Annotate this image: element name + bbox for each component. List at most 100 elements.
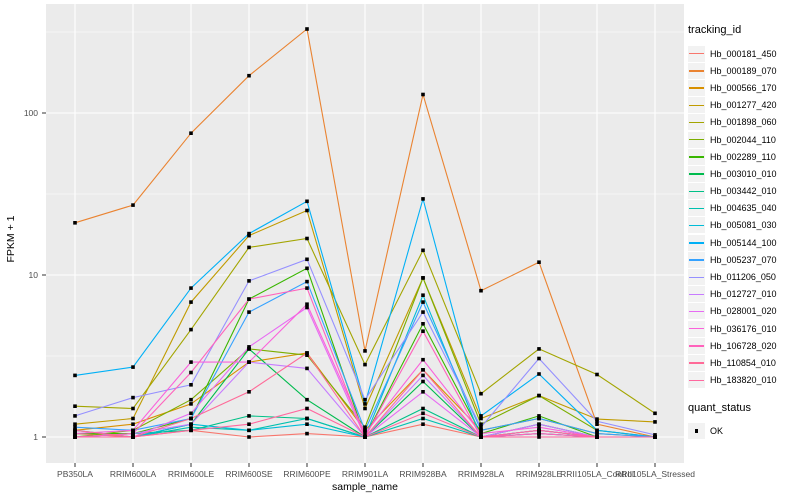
data-point xyxy=(479,435,483,439)
line-swatch-icon xyxy=(689,190,704,192)
data-point xyxy=(189,397,193,402)
line-swatch-icon xyxy=(689,207,704,210)
legend-label: Hb_005237_070 xyxy=(710,254,777,265)
data-point xyxy=(305,257,309,262)
x-tick-label-RRIM901LA: RRIM901LA xyxy=(341,469,389,479)
legend-item-Hb_000189_070: Hb_000189_070 xyxy=(688,62,798,79)
legend-item-Hb_005237_070: Hb_005237_070 xyxy=(688,251,798,268)
legend-item-ok: OK xyxy=(688,423,798,440)
x-tick-label-RRIM600LA: RRIM600LA xyxy=(109,469,157,479)
data-point xyxy=(479,422,483,426)
data-point xyxy=(537,422,541,426)
line-swatch-icon xyxy=(689,379,704,382)
data-point xyxy=(421,368,425,372)
legend-label: Hb_001277_420 xyxy=(710,100,777,111)
data-point xyxy=(421,411,425,416)
data-point xyxy=(537,425,541,429)
data-point xyxy=(73,431,77,436)
data-point xyxy=(247,347,251,351)
data-point xyxy=(479,288,483,293)
legend-item-Hb_012727_010: Hb_012727_010 xyxy=(688,286,798,303)
legend-title-quant-status: quant_status xyxy=(688,401,751,414)
data-point xyxy=(595,372,599,377)
data-point xyxy=(421,92,425,97)
legend-key xyxy=(688,183,705,200)
data-point xyxy=(305,366,309,371)
legend-label: Hb_012727_010 xyxy=(710,289,777,300)
data-point xyxy=(421,379,425,384)
x-tick-label-RRIM600SE: RRIM600SE xyxy=(225,469,273,479)
x-tick-label-RRII105LA_Control: RRII105LA_Control xyxy=(560,469,634,479)
data-point xyxy=(131,406,135,411)
data-point xyxy=(189,370,193,375)
data-point xyxy=(421,293,425,297)
data-point xyxy=(305,353,309,357)
data-point xyxy=(305,422,309,426)
data-point xyxy=(363,435,367,439)
data-point xyxy=(363,397,367,402)
data-point xyxy=(421,416,425,421)
y-axis-title: FPKM + 1 xyxy=(5,215,17,263)
legend-item-Hb_028001_020: Hb_028001_020 xyxy=(688,303,798,320)
data-point xyxy=(537,414,541,418)
data-point xyxy=(653,435,657,439)
data-point xyxy=(595,435,599,439)
data-point xyxy=(189,383,193,387)
data-point xyxy=(421,357,425,362)
data-point xyxy=(73,221,77,225)
quant-status-legend: quant_status OK xyxy=(688,402,798,440)
data-point xyxy=(73,425,77,429)
legend-item-Hb_001898_060: Hb_001898_060 xyxy=(688,114,798,131)
data-point xyxy=(305,286,309,290)
data-point xyxy=(247,245,251,250)
data-point xyxy=(305,199,309,204)
data-point xyxy=(479,391,483,396)
legend-item-Hb_002289_110: Hb_002289_110 xyxy=(688,148,798,165)
data-point xyxy=(421,300,425,304)
data-point xyxy=(131,422,135,426)
legend-entries: Hb_000181_450 Hb_000189_070 Hb_000566_170 H… xyxy=(688,45,798,389)
legend-key xyxy=(688,234,705,251)
legend-label: Hb_004635_040 xyxy=(710,203,777,214)
legend-label: Hb_005144_100 xyxy=(710,237,777,248)
line-swatch-icon xyxy=(689,259,704,261)
x-tick-label-RRIM928BA: RRIM928BA xyxy=(399,469,447,479)
legend-label: Hb_000566_170 xyxy=(710,82,777,93)
legend-key xyxy=(688,45,705,62)
legend-label: Hb_000181_450 xyxy=(710,48,777,59)
data-point xyxy=(479,414,483,418)
data-point xyxy=(363,406,367,411)
legend-label: Hb_002289_110 xyxy=(710,151,776,162)
data-point xyxy=(595,419,599,424)
data-point xyxy=(537,416,541,421)
legend-key xyxy=(688,337,705,354)
data-point xyxy=(189,428,193,433)
x-tick-label-PB350LA: PB350LA xyxy=(57,469,93,479)
data-point xyxy=(247,435,251,439)
data-point xyxy=(537,428,541,433)
legend-key xyxy=(688,165,705,182)
line-swatch-icon xyxy=(689,362,704,364)
line-swatch-icon xyxy=(689,104,704,107)
data-point xyxy=(595,431,599,436)
data-point xyxy=(363,402,367,406)
legend-key xyxy=(688,372,705,389)
data-point xyxy=(73,428,77,433)
legend-key xyxy=(688,251,705,268)
data-point xyxy=(363,425,367,429)
data-point xyxy=(595,417,599,421)
data-point xyxy=(537,260,541,264)
data-point xyxy=(131,435,135,439)
legend-key xyxy=(688,97,705,114)
data-point xyxy=(305,406,309,411)
legend: tracking_id Hb_000181_450 Hb_000189_070 Hb… xyxy=(688,24,798,440)
data-point xyxy=(421,276,425,280)
data-point xyxy=(305,236,309,241)
data-point xyxy=(247,390,251,394)
legend-key xyxy=(688,131,705,148)
line-swatch-icon xyxy=(689,53,704,55)
data-point xyxy=(73,414,77,418)
x-tick-label-RRII105LA_Stressed: RRII105LA_Stressed xyxy=(615,469,695,479)
legend-item-Hb_106728_020: Hb_106728_020 xyxy=(688,337,798,354)
